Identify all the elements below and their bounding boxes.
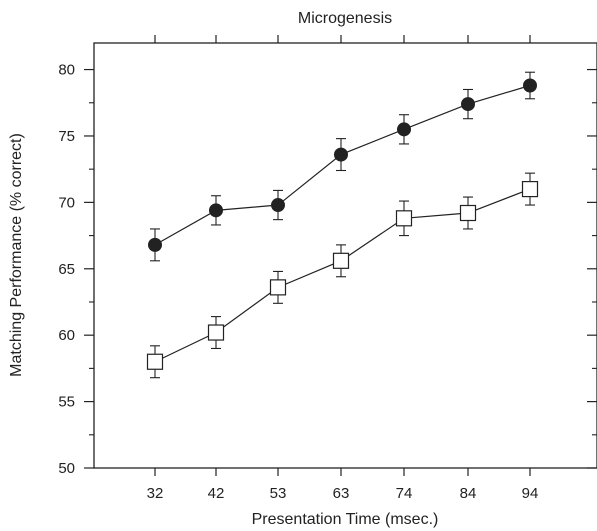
left-axis-ticks [84,68,94,469]
y-tick-label: 70 [58,194,75,211]
data-point-square [207,324,225,341]
x-tick-label: 42 [208,485,225,502]
bottom-axis-ticks [154,468,531,476]
data-point-square [521,180,539,198]
data-point-circle [523,78,537,93]
x-tick-label: 84 [460,485,477,502]
chart-title: Microgenesis [298,10,392,27]
y-tick-labels: 50 55 60 65 70 75 80 [58,62,75,477]
data-point-circle [271,198,285,213]
data-point-circle [334,147,348,162]
plot-frame [93,42,597,469]
data-point-circle [209,203,223,218]
x-tick-label: 74 [396,485,413,502]
series-layer [146,71,539,379]
y-tick-label: 65 [58,261,75,278]
x-tick-labels: 32 42 53 63 74 84 94 [147,485,539,502]
x-tick-label: 32 [147,485,164,502]
data-point-circle [461,97,475,112]
series-filled-circles [148,71,537,262]
top-axis-ticks [154,35,531,43]
data-point-circle [397,122,411,137]
data-point-square [269,279,287,296]
data-point-square [146,353,164,370]
data-point-square [459,204,477,222]
x-tick-label: 94 [522,485,539,502]
right-axis-ticks [587,68,597,469]
data-point-square [395,210,413,227]
series-open-squares [146,172,539,379]
y-tick-label: 55 [58,394,75,411]
y-axis-title: Matching Performance (% correct) [8,133,25,377]
data-point-circle [148,237,162,252]
data-point-square [332,252,350,269]
y-tick-label: 80 [58,62,75,79]
x-tick-label: 63 [333,485,350,502]
x-tick-label: 53 [270,485,287,502]
y-tick-label: 60 [58,327,75,344]
y-tick-label: 75 [58,128,75,145]
x-axis-title: Presentation Time (msec.) [252,511,439,528]
y-tick-label: 50 [58,460,75,477]
